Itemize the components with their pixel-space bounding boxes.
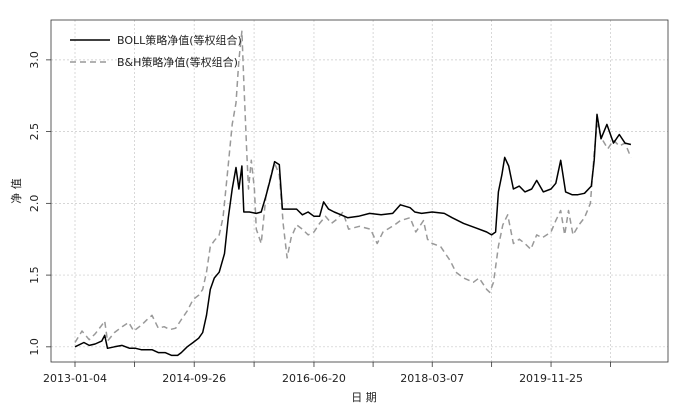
x-tick-label: 2013-01-04 bbox=[43, 372, 107, 385]
boll-series-line bbox=[74, 113, 632, 357]
bh-series-line bbox=[74, 30, 632, 343]
x-tick-label: 2016-06-20 bbox=[282, 372, 346, 385]
series-layer bbox=[74, 30, 632, 357]
legend-label-bh: B&H策略净值(等权组合) bbox=[117, 55, 238, 69]
plot-area-frame bbox=[50, 19, 669, 363]
grid bbox=[51, 20, 668, 362]
y-tick-label: 1.5 bbox=[28, 266, 41, 284]
legend-label-boll: BOLL策略净值(等权组合) bbox=[117, 33, 242, 47]
legend: BOLL策略净值(等权组合) B&H策略净值(等权组合) bbox=[70, 33, 242, 69]
y-axis-title: 净 值 bbox=[9, 178, 23, 204]
y-tick-label: 2.5 bbox=[28, 123, 41, 141]
y-tick-label: 2.0 bbox=[28, 195, 41, 213]
x-axis-title: 日 期 bbox=[351, 391, 377, 404]
x-tick-label: 2014-09-26 bbox=[162, 372, 226, 385]
y-tick-label: 1.0 bbox=[28, 338, 41, 356]
y-tick-label: 3.0 bbox=[28, 51, 41, 69]
axes: 1.0 1.5 2.0 2.5 3.0 2013-01-04 2014-09-26 2016-… bbox=[28, 51, 611, 385]
x-tick-label: 2018-03-07 bbox=[400, 372, 464, 385]
x-tick-label: 2019-11-25 bbox=[519, 372, 583, 385]
